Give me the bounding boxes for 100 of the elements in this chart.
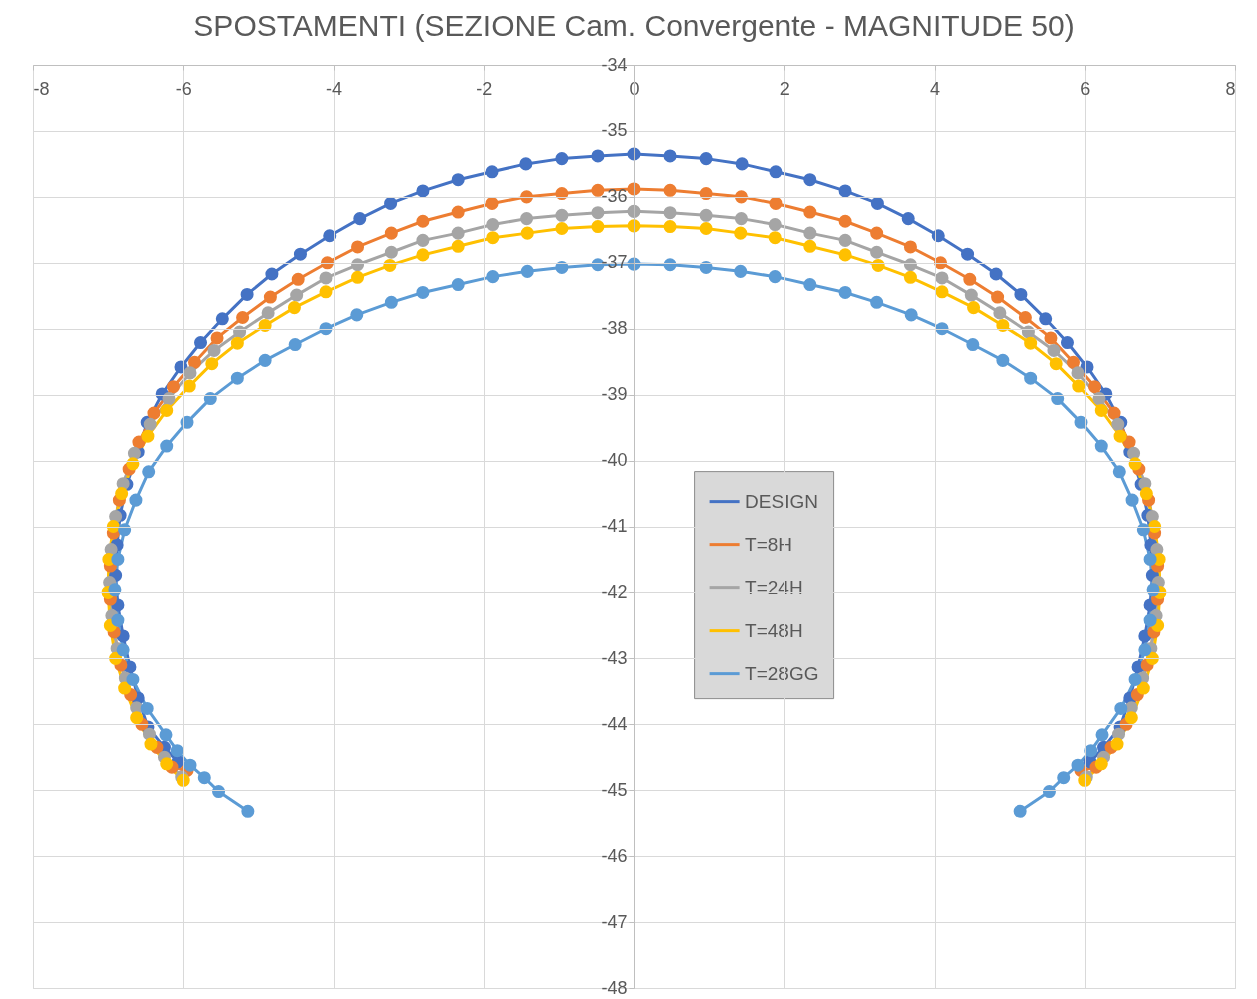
point	[870, 245, 884, 259]
point	[115, 487, 129, 501]
point	[210, 331, 224, 345]
x-tick-label: -4	[325, 78, 343, 99]
point	[803, 239, 817, 253]
point	[555, 208, 569, 222]
point	[127, 446, 141, 460]
point	[451, 205, 465, 219]
point	[734, 212, 748, 226]
y-tick-label: -47	[601, 911, 628, 932]
point	[803, 205, 817, 219]
point	[1110, 737, 1124, 751]
point	[451, 239, 465, 253]
point	[1113, 429, 1127, 443]
point	[291, 272, 305, 286]
point	[699, 222, 713, 236]
point	[734, 226, 748, 240]
point	[147, 406, 161, 420]
point	[485, 165, 499, 179]
point	[996, 318, 1010, 332]
point	[1071, 366, 1085, 380]
point	[591, 149, 605, 163]
y-tick-label: -36	[601, 186, 628, 207]
x-tick-label: 8	[1225, 78, 1236, 99]
point	[351, 270, 365, 284]
y-tick-label: -42	[601, 581, 628, 602]
point	[699, 187, 713, 201]
point	[205, 357, 219, 371]
point	[183, 366, 197, 380]
point	[989, 267, 1003, 281]
y-tick-label: -34	[601, 54, 628, 75]
point	[384, 196, 398, 210]
legend-label: T=8H	[745, 533, 793, 555]
point	[963, 272, 977, 286]
point	[967, 301, 981, 315]
y-tick-label: -35	[601, 120, 628, 141]
point	[1139, 487, 1153, 501]
point	[520, 212, 534, 226]
point	[901, 212, 915, 226]
point	[258, 318, 272, 332]
point	[555, 152, 569, 166]
point	[416, 184, 430, 198]
point	[768, 218, 782, 232]
y-tick-label: -38	[601, 318, 628, 339]
point	[188, 355, 202, 369]
point	[323, 229, 337, 243]
point	[961, 247, 975, 261]
point	[319, 285, 333, 299]
point	[735, 157, 749, 171]
point	[1124, 711, 1138, 725]
point	[384, 226, 398, 240]
point	[591, 220, 605, 234]
point	[991, 290, 1005, 304]
point	[160, 757, 174, 771]
legend-label: T=48H	[745, 619, 803, 641]
point	[287, 301, 301, 315]
x-tick-label: 4	[929, 78, 941, 99]
legend-label: T=28GG	[745, 662, 819, 684]
point	[838, 184, 852, 198]
point	[699, 208, 713, 222]
point	[236, 311, 250, 325]
point	[416, 233, 430, 247]
x-tick-label: -2	[476, 78, 493, 99]
point	[838, 233, 852, 247]
point	[451, 226, 465, 240]
point	[353, 212, 367, 226]
point	[1107, 406, 1121, 420]
point	[485, 196, 499, 210]
y-tick-label: -40	[601, 450, 628, 471]
y-tick-label: -48	[601, 977, 628, 998]
point	[769, 165, 783, 179]
point	[903, 240, 917, 254]
y-tick-label: -44	[601, 713, 628, 734]
point	[870, 196, 884, 210]
point	[555, 222, 569, 236]
point	[1066, 355, 1080, 369]
point	[263, 290, 277, 304]
point	[166, 380, 180, 394]
point	[838, 214, 852, 228]
point	[1127, 446, 1141, 460]
point	[1044, 331, 1058, 345]
point	[663, 220, 677, 234]
point	[351, 240, 365, 254]
point	[141, 429, 155, 443]
point	[803, 226, 817, 240]
point	[207, 343, 221, 357]
point	[1049, 357, 1063, 371]
point	[769, 196, 783, 210]
point	[1014, 287, 1028, 301]
point	[265, 267, 279, 281]
point	[290, 288, 304, 302]
point	[935, 285, 949, 299]
point	[1047, 343, 1061, 357]
y-tick-label: -45	[601, 779, 628, 800]
x-tick-label: 6	[1080, 78, 1091, 99]
point	[768, 231, 782, 245]
point	[663, 206, 677, 220]
point	[935, 271, 949, 285]
point	[1094, 403, 1108, 417]
y-tick-label: -43	[601, 647, 628, 668]
